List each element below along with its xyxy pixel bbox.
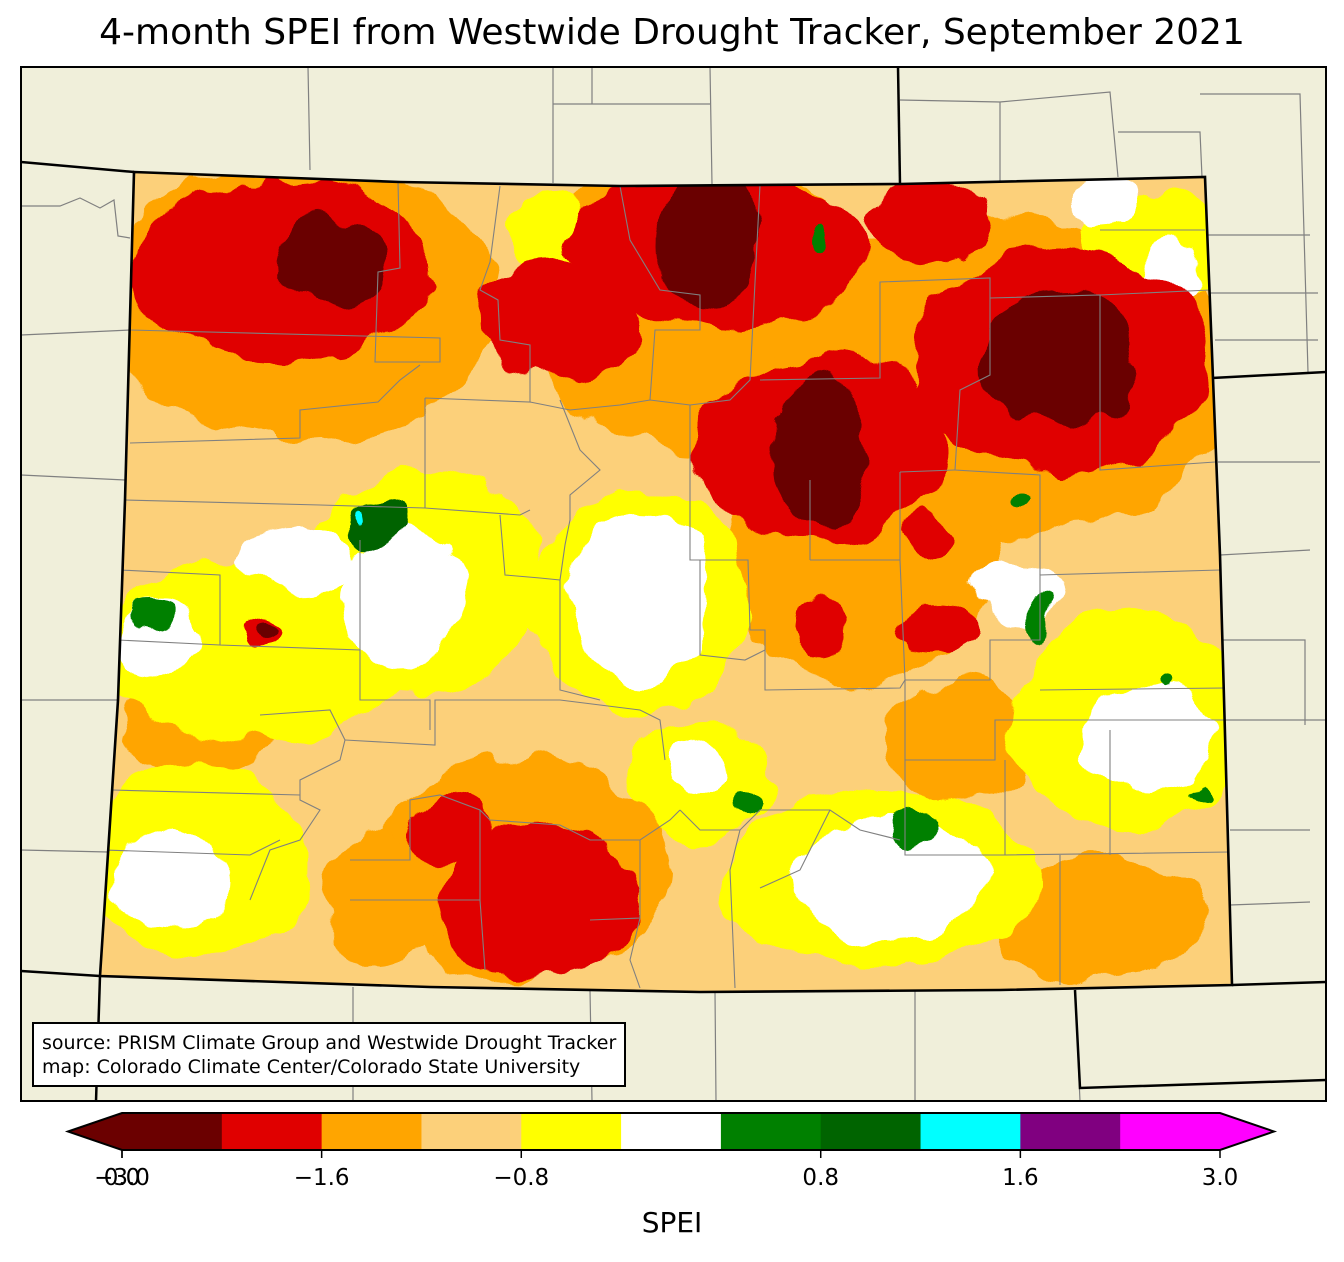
colorbar-tick-label: −3.0 [94, 1165, 150, 1191]
spei-field [100, 172, 1232, 992]
colorbar-bin [820, 1113, 922, 1150]
spei-bin-darkred [253, 172, 1140, 636]
neighbor-state-borders [21, 67, 1326, 1101]
colorbar-bin [321, 1113, 423, 1150]
spei-bin-white [110, 175, 1220, 940]
colorado-state-border [98, 170, 1234, 994]
colorbar-tick-label: −1.6 [293, 1165, 350, 1191]
colorbar-bin [421, 1113, 522, 1150]
colorbar-bin [720, 1113, 822, 1150]
colorbar-label: SPEI [641, 1206, 703, 1239]
spei-bin-green [135, 226, 1204, 850]
colorbar-tick-label: 1.6 [1002, 1165, 1039, 1191]
spei-bin-darkgreen [345, 498, 405, 546]
colorbar-bin [920, 1113, 1021, 1150]
colorbar-bin [122, 1113, 223, 1150]
source-line: source: PRISM Climate Group and Westwide… [42, 1032, 617, 1054]
colorbar-bin [521, 1113, 622, 1150]
colorbar-bin [1020, 1113, 1121, 1150]
map-frame [20, 66, 1327, 1102]
map-credit-line: map: Colorado Climate Center/Colorado St… [42, 1056, 581, 1078]
spei-bin-cyan [353, 508, 363, 520]
colorbar-bin [221, 1113, 323, 1150]
source-credit-box: source: PRISM Climate Group and Westwide… [32, 1022, 627, 1087]
colorbar-tick-label: 3.0 [1201, 1165, 1239, 1191]
colorbar-extend-low [68, 1113, 122, 1150]
colorbar-bin [1120, 1113, 1221, 1150]
colorado-county-lines [104, 181, 1231, 989]
colorbar-bin [621, 1113, 722, 1150]
colorbar-tick-label: 0.8 [802, 1165, 840, 1191]
map-title: 4-month SPEI from Westwide Drought Track… [99, 12, 1245, 53]
colorbar-tick-label: 0.0 [103, 1165, 141, 1191]
colorbar-tick-label: −0.8 [493, 1165, 550, 1191]
colorbar-extend-high [1220, 1113, 1274, 1150]
colorbar [64, 1112, 1278, 1158]
